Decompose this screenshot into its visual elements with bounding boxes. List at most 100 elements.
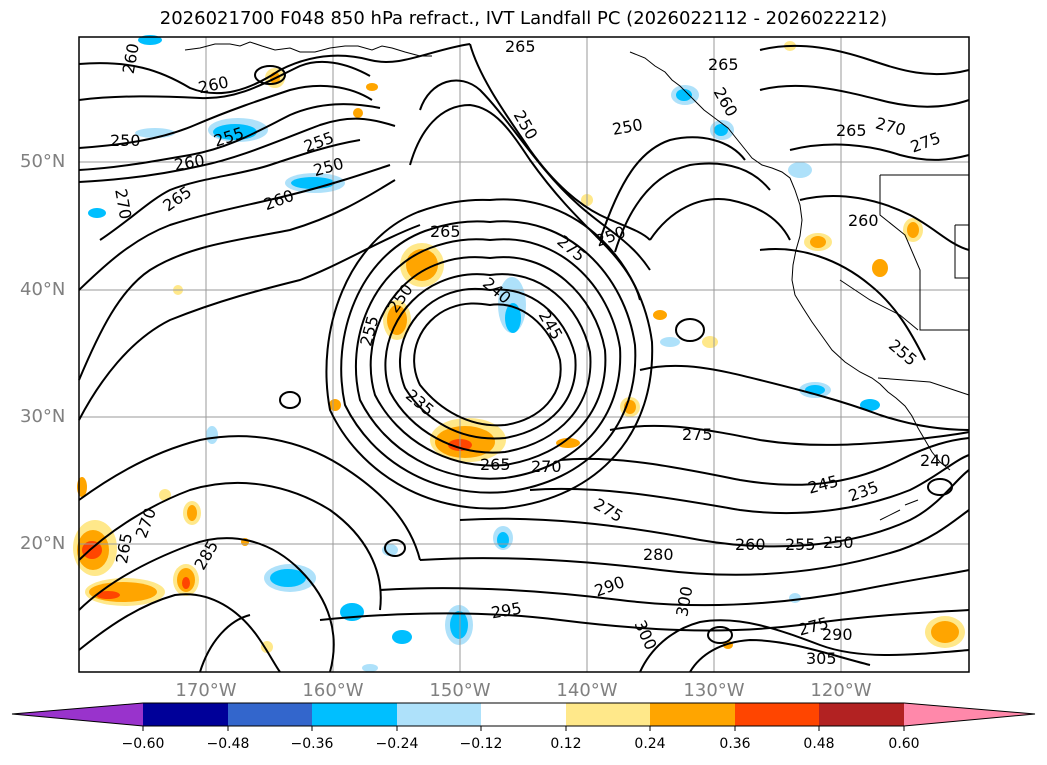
contour-line — [99, 139, 361, 241]
contour-line — [419, 79, 651, 271]
fill-patch — [353, 108, 363, 118]
contour-line — [279, 391, 301, 409]
colorbar-label: 0.48 — [803, 736, 835, 752]
contour-label: 250 — [823, 533, 854, 552]
fill-patch — [206, 426, 218, 444]
lon-label-170w: 170°W — [175, 680, 237, 701]
gridlines — [79, 37, 969, 672]
contour-label: 265 — [430, 222, 461, 241]
contour-line — [609, 424, 970, 446]
lon-label-160w: 160°W — [302, 680, 364, 701]
contour-line — [419, 509, 970, 576]
plot-frame — [78, 36, 970, 673]
contour-line — [675, 318, 705, 342]
colorbar-box — [397, 703, 481, 726]
fill-patch — [82, 541, 102, 559]
fill-patch — [860, 399, 880, 411]
fill-patch — [660, 337, 680, 347]
fill-patch — [505, 303, 521, 333]
border-states-2 — [839, 279, 919, 331]
lon-label-130w: 130°W — [683, 680, 745, 701]
colorbar-box — [312, 703, 397, 726]
contour-line — [639, 364, 970, 431]
contour-label: 255 — [785, 535, 816, 554]
fill-patch — [366, 83, 378, 91]
contour-label: 240 — [920, 451, 951, 470]
contour-label: 280 — [643, 545, 674, 564]
contour-line — [78, 224, 421, 421]
lat-label-30n: 30°N — [20, 406, 66, 427]
colorbar-box — [735, 703, 819, 726]
contour-line — [78, 435, 421, 561]
border-us-mexico — [877, 377, 970, 396]
colorbar-boxes — [143, 703, 904, 726]
contour-line — [78, 179, 396, 381]
coastline-aleutians — [184, 41, 432, 57]
contour-label: 265 — [505, 37, 536, 56]
contour-line — [384, 273, 592, 454]
fill-patch — [714, 124, 728, 136]
colorbar-label: −0.48 — [206, 736, 250, 752]
contour-line — [649, 198, 791, 241]
contour-line — [639, 619, 970, 673]
fill-patch — [702, 336, 718, 348]
colorbar-label: −0.60 — [121, 736, 165, 752]
colorbar-label: −0.24 — [375, 736, 419, 752]
contour-label: 260 — [735, 535, 766, 554]
contour-label: 265 — [480, 455, 511, 474]
fill-patch — [270, 569, 306, 587]
fill-patch — [810, 236, 826, 248]
contour-line — [759, 248, 926, 361]
contour-line — [409, 103, 641, 301]
coastline-layer — [184, 41, 970, 521]
colorbar-box — [819, 703, 904, 726]
fill-patch — [406, 249, 438, 281]
fill-patch — [159, 489, 171, 501]
contour-line — [369, 256, 607, 467]
colorbar-label: −0.36 — [290, 736, 334, 752]
contour-line — [254, 65, 286, 85]
contour-line — [559, 437, 970, 486]
coastline-north-america — [629, 51, 951, 471]
fill-patch — [392, 630, 412, 644]
contour-line — [340, 220, 637, 494]
contour-line — [799, 194, 970, 251]
contour-line — [759, 44, 970, 76]
contour-label: 265 — [708, 55, 739, 74]
contour-line — [459, 469, 970, 548]
lat-label-50n: 50°N — [20, 151, 66, 172]
contour-line — [78, 84, 373, 149]
colorbar-label: −0.12 — [459, 736, 503, 752]
contour-line — [759, 84, 970, 108]
fill-patch — [907, 222, 919, 238]
fill-patch — [676, 89, 692, 101]
fill-patch — [182, 577, 190, 589]
border-states-3 — [954, 224, 969, 279]
fill-patch — [261, 641, 273, 653]
colorbar-extend-low — [12, 703, 143, 726]
fill-patch — [497, 532, 509, 548]
contour-line — [78, 117, 396, 183]
contour-line — [413, 302, 562, 427]
fill-patch — [96, 591, 120, 599]
colorbar-box — [228, 703, 312, 726]
contour-line — [78, 60, 371, 101]
colorbar-box — [143, 703, 228, 726]
colorbar-ticks — [142, 726, 905, 731]
fill-patch — [556, 438, 580, 448]
fill-patch — [788, 162, 812, 178]
contour-line — [614, 162, 771, 253]
contour-line — [354, 238, 622, 480]
contour-line — [689, 638, 871, 673]
lat-label-40n: 40°N — [20, 279, 66, 300]
contour-line — [529, 454, 970, 515]
lon-label-140w: 140°W — [556, 680, 618, 701]
contour-line — [384, 539, 406, 557]
contour-line — [78, 164, 391, 291]
colorbar-box — [566, 703, 650, 726]
contour-label: 265 — [836, 121, 867, 140]
fill-patch — [329, 399, 341, 411]
contour-line — [599, 136, 746, 241]
fill-patch — [362, 664, 378, 672]
